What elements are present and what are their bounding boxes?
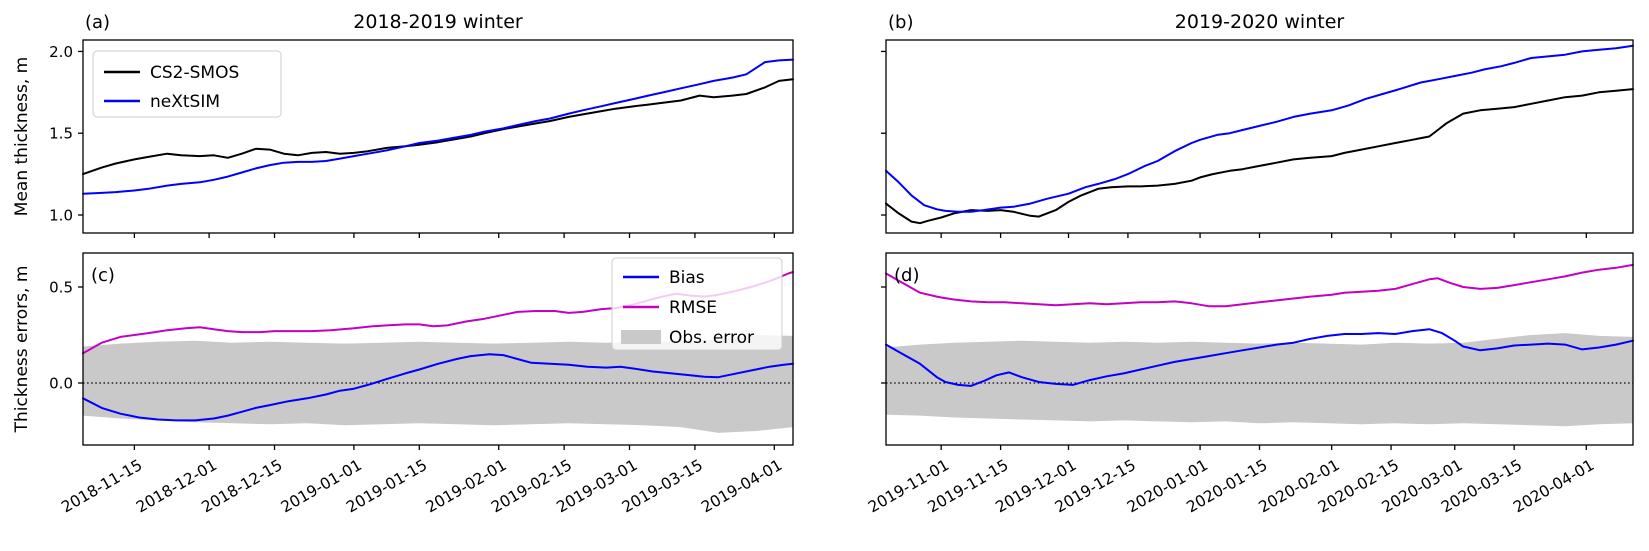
panel-c-border [82, 252, 794, 446]
panel-label-a: (a) [85, 12, 110, 33]
panel-a: 1.0 1.5 2.0 (a) 2018-2019 winter Mean thickne… [12, 11, 794, 238]
legend-item-label: Obs. error [669, 328, 754, 348]
legend-item-label: RMSE [669, 298, 717, 318]
ytick-label: 0.0 [49, 374, 73, 392]
legend-item-label: neXtSIM [150, 92, 220, 112]
obs-error-band-d [886, 333, 1633, 427]
panel-label-b: (b) [888, 12, 913, 33]
series-b-nextsim [885, 44, 1634, 213]
ytick-label: 0.5 [49, 278, 73, 296]
panel-a-border [82, 39, 794, 234]
legend-a: CS2-SMOS neXtSIM [92, 50, 282, 118]
obs-error-band-c [83, 335, 793, 433]
panel-b-plot-area [886, 40, 1633, 233]
ytick-label: 2.0 [49, 43, 73, 61]
panel-title-b: 2019-2020 winter [1175, 11, 1345, 33]
panel-label-c: (c) [91, 265, 115, 286]
panel-c: 0.00.52018-11-152018-12-012018-12-152019… [12, 252, 794, 517]
panel-b: (b) 2019-2020 winter [881, 11, 1634, 238]
series-d-rmse [885, 263, 1634, 308]
y-axis-label-c: Thickness errors, m [12, 266, 32, 434]
series-c-bias [82, 353, 794, 422]
panel-label-d: (d) [894, 265, 919, 286]
ytick-label: 1.0 [49, 207, 73, 225]
series-d-bias [885, 328, 1634, 387]
legend-swatch-patch [621, 330, 661, 344]
legend-c: Bias RMSE Obs. error [611, 257, 783, 351]
series-a-nextsim [82, 58, 794, 195]
series-b-cs2-smos [885, 88, 1634, 225]
legend-c-box [611, 257, 783, 351]
legend-item-label: CS2-SMOS [150, 63, 239, 83]
ytick-label: 1.5 [49, 125, 73, 143]
series-a-cs2-smos [82, 78, 794, 176]
legend-item-label: Bias [669, 268, 705, 288]
panel-title-a: 2018-2019 winter [353, 11, 523, 33]
y-axis-label-a: Mean thickness, m [12, 57, 32, 216]
